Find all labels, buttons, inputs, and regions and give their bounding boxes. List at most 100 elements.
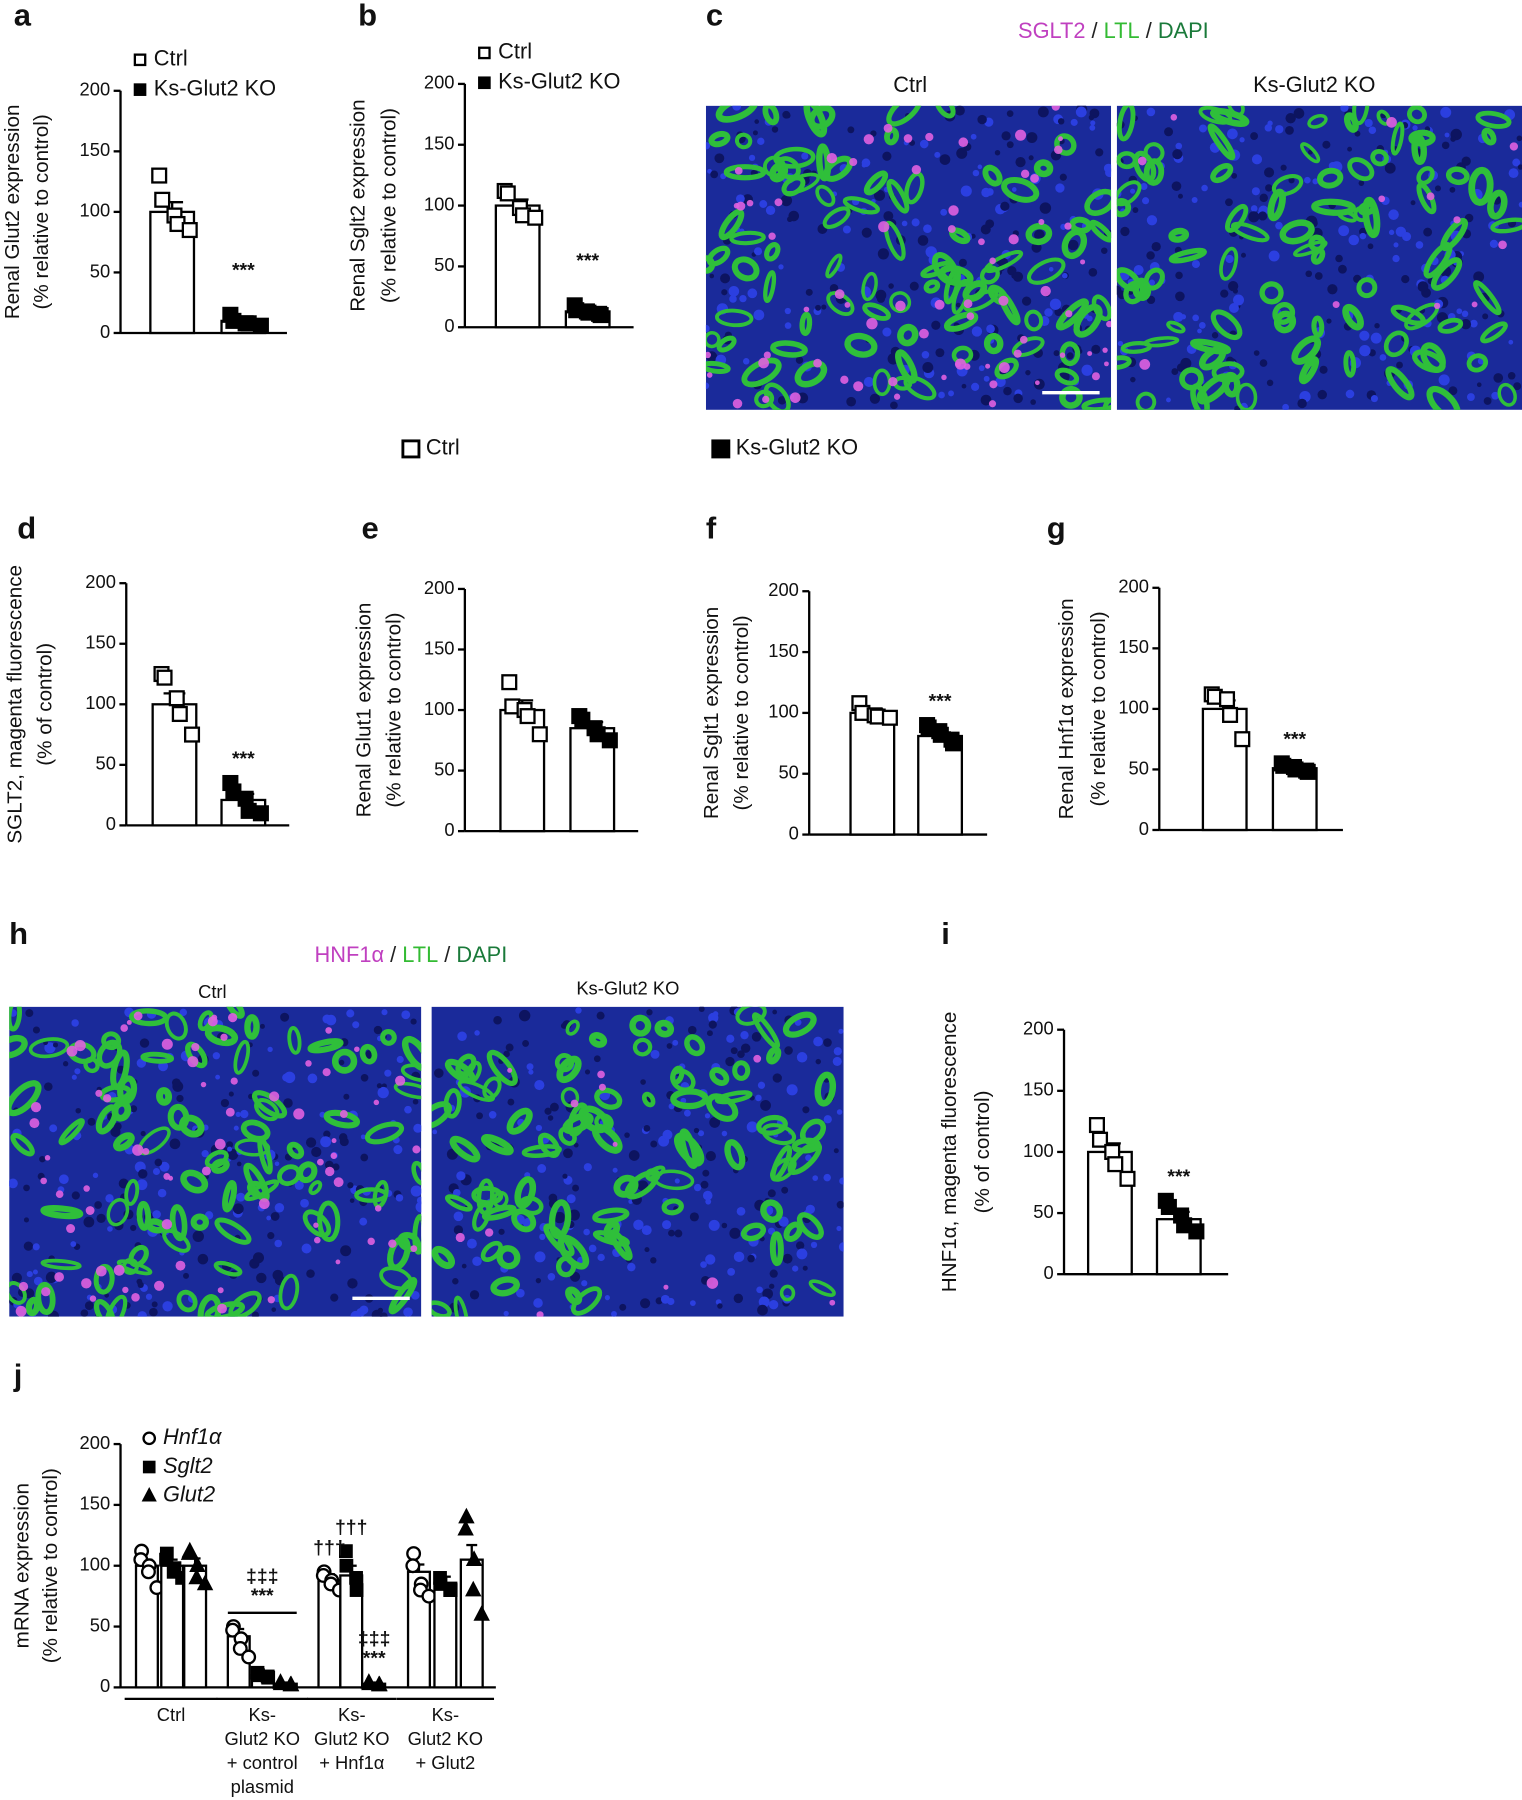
nucleus [11, 1272, 22, 1283]
nucleus [1327, 284, 1338, 295]
tubule [760, 1199, 784, 1223]
nucleus [970, 133, 977, 140]
tubule [110, 1049, 130, 1091]
stain [217, 1303, 227, 1314]
nucleus [381, 1009, 388, 1016]
micrograph-content [1116, 105, 1522, 410]
tubule [411, 1160, 422, 1186]
tubule [779, 1284, 796, 1302]
nucleus [1026, 132, 1038, 144]
tubule [670, 1088, 709, 1110]
y-tick-label: 150 [424, 637, 455, 658]
nucleus [136, 1278, 143, 1285]
nucleus [526, 1063, 534, 1071]
x-tick-label: + control [227, 1752, 298, 1773]
nucleus [1251, 187, 1260, 196]
tubule [808, 105, 836, 130]
nucleus [756, 1286, 763, 1294]
tubule [661, 1198, 684, 1216]
nucleus [758, 1296, 770, 1308]
nucleus [1258, 211, 1268, 221]
nucleus [1259, 193, 1268, 203]
nucleus [1053, 350, 1060, 357]
nucleus [815, 1058, 822, 1065]
nucleus [784, 1046, 793, 1055]
tubule [1196, 373, 1231, 405]
y-axis-label: Renal Glut1 expression [352, 603, 375, 818]
stain [1471, 301, 1478, 308]
nucleus [760, 1100, 771, 1111]
y-tick-label: 100 [80, 200, 111, 221]
stain [1080, 259, 1086, 265]
nucleus [729, 295, 737, 303]
nucleus [197, 1253, 209, 1265]
stain [1091, 372, 1100, 381]
nucleus [583, 1163, 592, 1172]
tubule [729, 230, 766, 246]
stain [367, 1237, 375, 1246]
annotation: *** [251, 1585, 274, 1607]
tubule [1353, 206, 1370, 223]
nucleus [183, 1272, 190, 1279]
nucleus [1417, 281, 1429, 292]
nucleus [861, 162, 867, 168]
stain [963, 363, 971, 370]
legend-label: Sglt2 [163, 1453, 213, 1478]
tubule [1437, 317, 1464, 334]
tubule [449, 1135, 481, 1163]
tubule [565, 1286, 583, 1306]
y-axis-label: mRNA expression [10, 1483, 33, 1648]
nucleus [769, 1283, 775, 1289]
nucleus [628, 1150, 640, 1161]
y-axis-label: HNF1α, magenta fluorescence [938, 1012, 961, 1293]
nucleus [139, 1038, 150, 1048]
nucleus [1491, 391, 1500, 400]
y-tick-label: 50 [778, 762, 798, 783]
y-tick-label: 0 [100, 321, 110, 342]
tubule [1033, 159, 1054, 178]
nucleus [272, 1269, 284, 1281]
nucleus [847, 126, 855, 134]
nucleus [767, 1189, 776, 1198]
tubule [756, 1114, 788, 1136]
nucleus [961, 383, 967, 389]
nucleus [274, 1161, 280, 1167]
tubule [943, 311, 979, 332]
tubule [453, 1295, 470, 1317]
nucleus [270, 1212, 280, 1221]
stain [258, 1198, 270, 1210]
tubule [104, 1294, 128, 1317]
tubule [1259, 281, 1284, 305]
tubule [897, 323, 919, 347]
data-point [881, 709, 898, 726]
tubule [1190, 338, 1232, 355]
nucleus [640, 1298, 651, 1309]
nucleus [1037, 106, 1049, 118]
data-point [282, 1675, 300, 1692]
y-tick-label: 0 [444, 819, 454, 840]
stain [161, 1038, 173, 1050]
stain [536, 1311, 544, 1317]
stain [410, 1245, 418, 1252]
nucleus [757, 1081, 766, 1089]
nucleus [528, 1069, 534, 1075]
tubule [317, 1200, 341, 1243]
tubule [254, 1098, 280, 1122]
tubule [705, 360, 731, 374]
nucleus [44, 1042, 56, 1054]
stain [211, 1014, 218, 1021]
tubule [983, 332, 1004, 355]
nucleus [377, 1307, 384, 1314]
tubule [565, 1019, 580, 1036]
tubule [1226, 105, 1245, 117]
nucleus [274, 1203, 285, 1213]
data-point [457, 1519, 474, 1536]
y-tick-label: 150 [80, 1493, 111, 1514]
stain [1020, 169, 1030, 179]
tubule [886, 178, 910, 214]
nucleus [1191, 260, 1200, 269]
nucleus [1370, 332, 1382, 344]
data-point [272, 1674, 290, 1691]
annotation: *** [929, 690, 952, 712]
